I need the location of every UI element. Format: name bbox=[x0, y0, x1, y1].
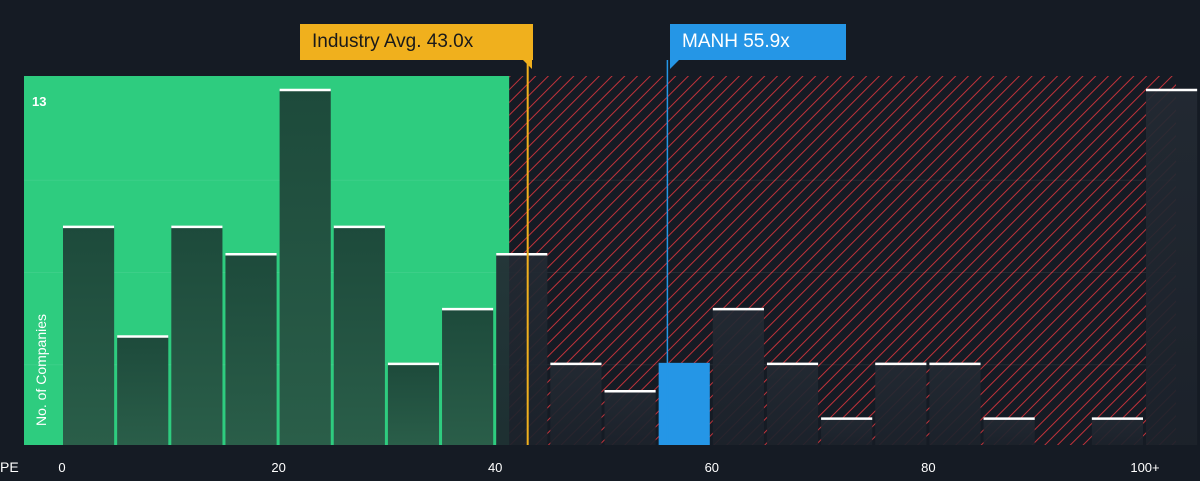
industry-avg-pointer bbox=[522, 59, 532, 69]
industry-avg-callout: Industry Avg. 43.0x bbox=[300, 24, 533, 60]
histogram-bar bbox=[442, 308, 494, 445]
histogram-bar bbox=[766, 362, 819, 445]
histogram-bar bbox=[63, 225, 115, 445]
overvalued-zone bbox=[509, 76, 1176, 445]
histogram-bar bbox=[875, 362, 927, 445]
x-tick-label: 100+ bbox=[1130, 460, 1159, 475]
company-pe-pointer bbox=[670, 59, 680, 69]
histogram-bar bbox=[387, 362, 440, 445]
company-pe-callout: MANH 55.9x bbox=[670, 24, 846, 60]
histogram-bar bbox=[550, 362, 602, 445]
x-tick-label: 40 bbox=[488, 460, 502, 475]
histogram-bar bbox=[496, 253, 548, 445]
x-tick-label: 0 bbox=[58, 460, 65, 475]
histogram-bar bbox=[279, 89, 331, 445]
histogram-bar bbox=[333, 225, 385, 445]
x-tick-label: 80 bbox=[921, 460, 935, 475]
histogram-bar bbox=[1146, 89, 1198, 445]
histogram-bar bbox=[929, 362, 981, 445]
histogram-bar bbox=[604, 390, 656, 445]
histogram-bar bbox=[1091, 417, 1143, 445]
histogram-bar bbox=[821, 417, 873, 445]
histogram-bar bbox=[225, 253, 277, 445]
histogram-bar bbox=[117, 335, 169, 445]
y-axis-title: No. of Companies bbox=[33, 314, 49, 426]
x-tick-label: 60 bbox=[705, 460, 719, 475]
histogram-bar bbox=[983, 417, 1035, 445]
x-axis-title: PE bbox=[0, 459, 19, 475]
histogram-bar bbox=[171, 225, 223, 445]
histogram-bar bbox=[712, 308, 764, 445]
y-tick-label: 13 bbox=[32, 94, 46, 109]
x-tick-label: 20 bbox=[271, 460, 285, 475]
histogram-bar bbox=[658, 362, 710, 445]
